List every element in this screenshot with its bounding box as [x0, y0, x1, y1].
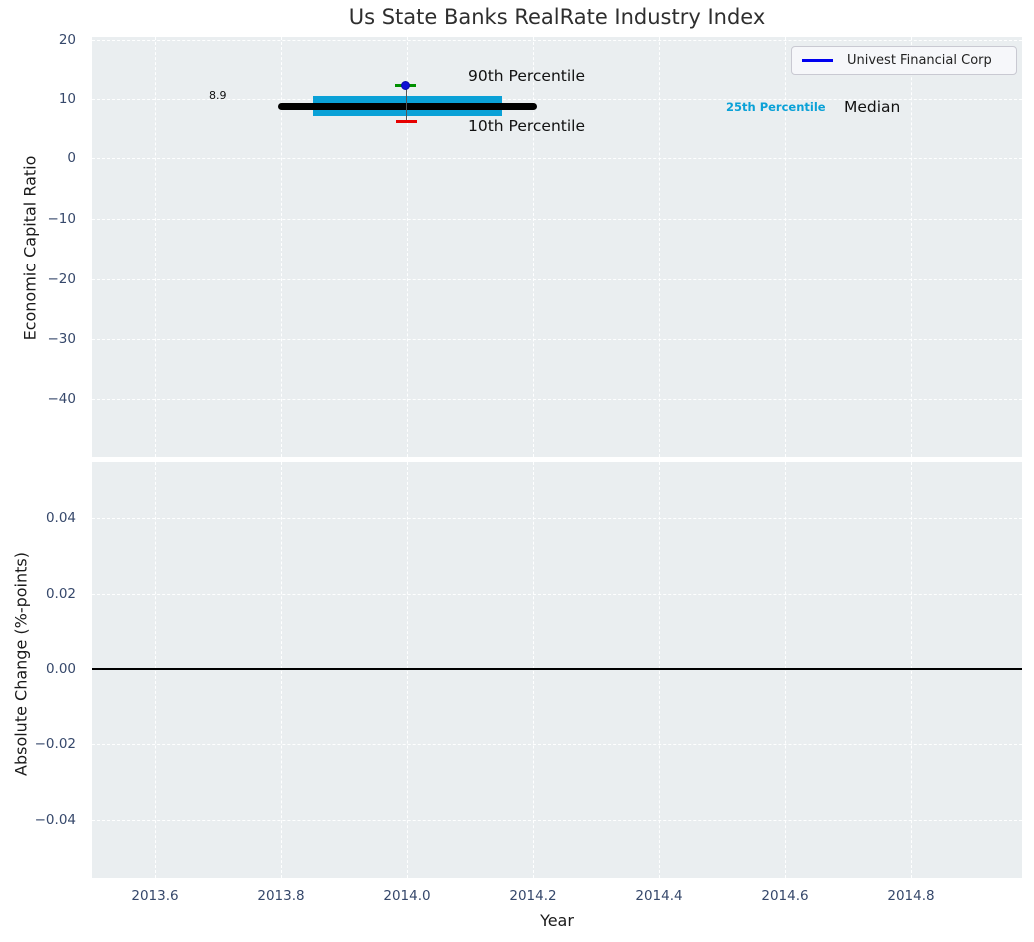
gridline-horizontal — [92, 279, 1022, 280]
ytick-label: 0.02 — [45, 586, 76, 602]
gridline-horizontal — [92, 399, 1022, 400]
gridline-vertical — [533, 462, 534, 878]
p10-cap-marker — [396, 120, 417, 123]
legend: Univest Financial Corp — [791, 46, 1017, 75]
p90-annotation: 90th Percentile — [468, 67, 586, 85]
legend-line-swatch — [802, 59, 833, 62]
gridline-vertical — [533, 37, 534, 457]
median-value-annotation: 8.9 — [209, 89, 227, 102]
gridline-vertical — [659, 462, 660, 878]
ytick-label: −40 — [47, 391, 77, 407]
gridline-horizontal — [92, 40, 1022, 41]
bottom-panel — [92, 462, 1022, 878]
ytick-label: −30 — [47, 331, 77, 347]
gridline-vertical — [155, 37, 156, 457]
x-axis-label: Year — [540, 911, 574, 930]
ytick-label: −20 — [47, 271, 77, 287]
gridline-vertical — [785, 462, 786, 878]
xtick-label: 2014.6 — [761, 888, 809, 904]
gridline-horizontal — [92, 158, 1022, 159]
chart-title: Us State Banks RealRate Industry Index — [348, 5, 766, 29]
legend-label: Univest Financial Corp — [847, 53, 992, 68]
ytick-label: −0.04 — [34, 812, 76, 828]
company-data-point — [401, 81, 410, 90]
ytick-label: −0.02 — [34, 736, 76, 752]
gridline-vertical — [281, 37, 282, 457]
gridline-vertical — [911, 37, 912, 457]
xtick-label: 2014.4 — [635, 888, 683, 904]
gridline-vertical — [155, 462, 156, 878]
zero-reference-line — [92, 668, 1022, 670]
percentile-errorbar-line — [406, 86, 407, 121]
gridline-horizontal — [92, 820, 1022, 821]
gridline-horizontal — [92, 339, 1022, 340]
gridline-vertical — [407, 462, 408, 878]
median-annotation: Median — [844, 98, 901, 116]
ytick-label: 20 — [58, 32, 76, 48]
gridline-horizontal — [92, 594, 1022, 595]
gridline-vertical — [911, 462, 912, 878]
ytick-label: 0 — [67, 150, 76, 166]
gridline-vertical — [281, 462, 282, 878]
y-axis-label-top: Economic Capital Ratio — [20, 155, 40, 341]
xtick-label: 2014.2 — [509, 888, 557, 904]
top-panel: 8.9 90th Percentile 10th Percentile 25th… — [92, 37, 1022, 457]
xtick-label: 2014.0 — [383, 888, 431, 904]
xtick-label: 2013.8 — [257, 888, 305, 904]
ytick-label: 0.00 — [45, 661, 76, 677]
y-axis-label-bottom: Absolute Change (%-points) — [11, 552, 31, 776]
ytick-label: −10 — [47, 211, 77, 227]
p10-annotation: 10th Percentile — [468, 117, 586, 135]
median-line — [278, 103, 537, 110]
gridline-vertical — [407, 37, 408, 457]
gridline-vertical — [785, 37, 786, 457]
xtick-label: 2013.6 — [131, 888, 179, 904]
gridline-horizontal — [92, 744, 1022, 745]
ytick-label: 0.04 — [45, 510, 76, 526]
ytick-label: 10 — [58, 91, 76, 107]
gridline-horizontal — [92, 99, 1022, 100]
gridline-horizontal — [92, 518, 1022, 519]
gridline-vertical — [659, 37, 660, 457]
xtick-label: 2014.8 — [887, 888, 935, 904]
gridline-horizontal — [92, 219, 1022, 220]
p25-annotation: 25th Percentile — [726, 100, 826, 114]
